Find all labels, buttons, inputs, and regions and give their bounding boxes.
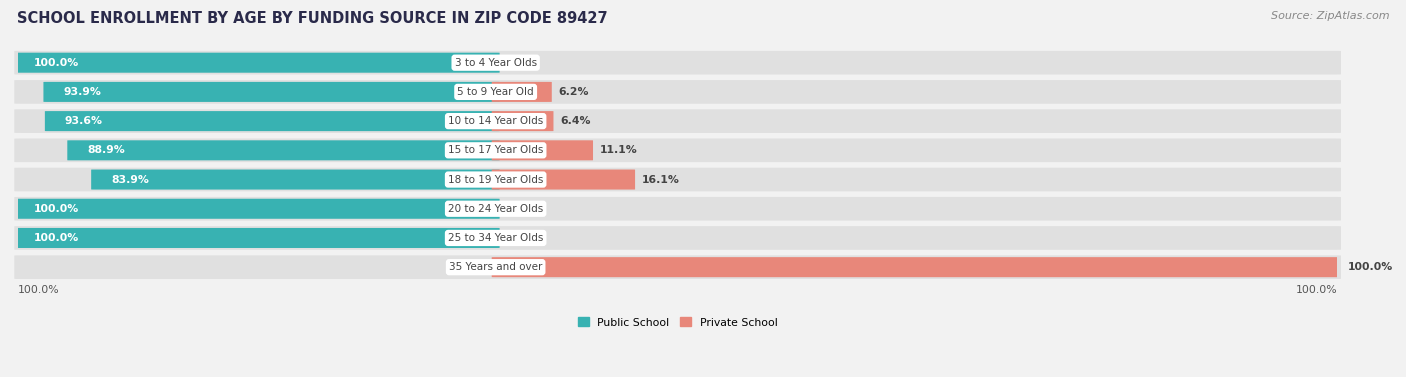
Text: 20 to 24 Year Olds: 20 to 24 Year Olds <box>449 204 543 214</box>
FancyBboxPatch shape <box>14 199 499 219</box>
FancyBboxPatch shape <box>14 80 1341 104</box>
FancyBboxPatch shape <box>492 82 551 102</box>
FancyBboxPatch shape <box>45 111 499 131</box>
Text: 0.0%: 0.0% <box>506 204 537 214</box>
Text: 18 to 19 Year Olds: 18 to 19 Year Olds <box>449 175 543 184</box>
FancyBboxPatch shape <box>44 82 499 102</box>
Text: 6.2%: 6.2% <box>558 87 589 97</box>
FancyBboxPatch shape <box>14 197 1341 221</box>
Text: 10 to 14 Year Olds: 10 to 14 Year Olds <box>449 116 543 126</box>
FancyBboxPatch shape <box>91 170 499 190</box>
Text: 3 to 4 Year Olds: 3 to 4 Year Olds <box>454 58 537 68</box>
Text: 100.0%: 100.0% <box>1347 262 1393 272</box>
Text: 5 to 9 Year Old: 5 to 9 Year Old <box>457 87 534 97</box>
Text: 100.0%: 100.0% <box>34 233 79 243</box>
FancyBboxPatch shape <box>492 111 554 131</box>
Text: 15 to 17 Year Olds: 15 to 17 Year Olds <box>449 145 543 155</box>
Legend: Public School, Private School: Public School, Private School <box>574 313 782 332</box>
Text: SCHOOL ENROLLMENT BY AGE BY FUNDING SOURCE IN ZIP CODE 89427: SCHOOL ENROLLMENT BY AGE BY FUNDING SOUR… <box>17 11 607 26</box>
Text: 0.0%: 0.0% <box>456 262 485 272</box>
Text: 16.1%: 16.1% <box>641 175 679 184</box>
Text: 93.6%: 93.6% <box>65 116 103 126</box>
Text: 100.0%: 100.0% <box>18 285 60 295</box>
Text: 100.0%: 100.0% <box>34 58 79 68</box>
Text: 83.9%: 83.9% <box>111 175 149 184</box>
FancyBboxPatch shape <box>14 226 1341 250</box>
Text: 93.9%: 93.9% <box>63 87 101 97</box>
Text: 100.0%: 100.0% <box>1295 285 1337 295</box>
Text: 88.9%: 88.9% <box>87 145 125 155</box>
FancyBboxPatch shape <box>14 138 1341 162</box>
Text: 0.0%: 0.0% <box>506 58 537 68</box>
FancyBboxPatch shape <box>14 51 1341 75</box>
FancyBboxPatch shape <box>14 168 1341 192</box>
FancyBboxPatch shape <box>14 109 1341 133</box>
Text: 0.0%: 0.0% <box>506 233 537 243</box>
Text: Source: ZipAtlas.com: Source: ZipAtlas.com <box>1271 11 1389 21</box>
Text: 25 to 34 Year Olds: 25 to 34 Year Olds <box>449 233 543 243</box>
Text: 11.1%: 11.1% <box>599 145 637 155</box>
FancyBboxPatch shape <box>492 170 636 190</box>
Text: 100.0%: 100.0% <box>34 204 79 214</box>
FancyBboxPatch shape <box>492 257 1341 277</box>
Text: 35 Years and over: 35 Years and over <box>449 262 543 272</box>
FancyBboxPatch shape <box>14 53 499 73</box>
FancyBboxPatch shape <box>14 228 499 248</box>
FancyBboxPatch shape <box>492 140 593 160</box>
Text: 6.4%: 6.4% <box>560 116 591 126</box>
FancyBboxPatch shape <box>14 255 1341 279</box>
FancyBboxPatch shape <box>67 140 499 160</box>
